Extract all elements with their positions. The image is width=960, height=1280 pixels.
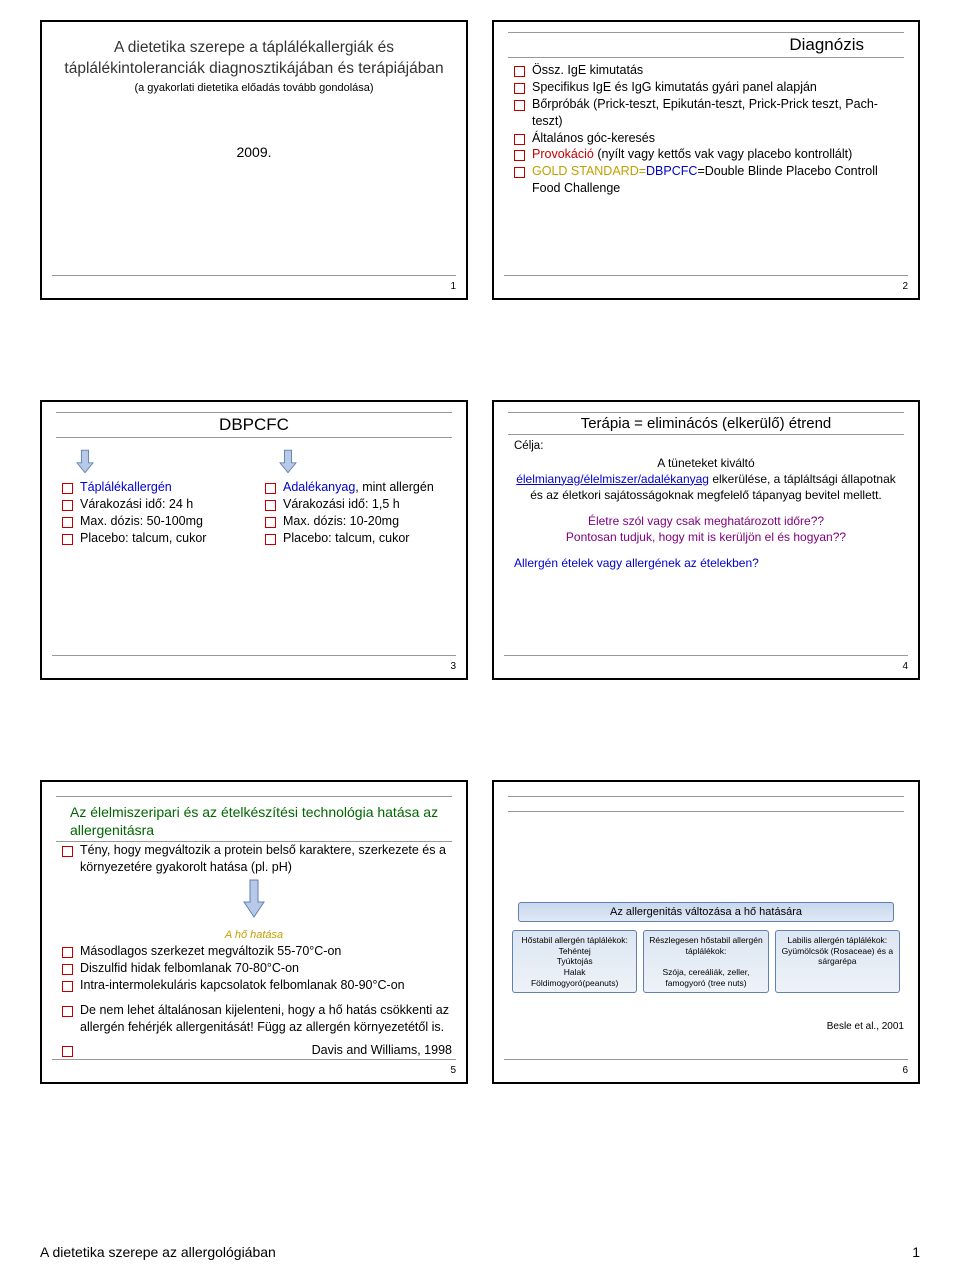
slide-number: 3 [450,661,456,672]
list-item: Max. dózis: 50-100mg [62,513,249,530]
dbpcfc-left-col: Táplálékallergén Várakozási idő: 24 h Ma… [56,444,249,547]
heat-stable-box: Hőstabil allergén táplálékok: Tehéntej T… [512,930,637,993]
list-item: Általános góc-keresés [514,130,904,147]
list-item: Másodlagos szerkezet megváltozik 55-70°C… [62,943,452,960]
reference: Davis and Williams, 1998 [62,1042,452,1059]
slide1-title: A dietetika szerepe a táplálékallergiák … [56,32,452,80]
slide1-year: 2009. [56,144,452,160]
list-item: Specifikus IgE és IgG kimutatás gyári pa… [514,79,904,96]
list-item: Max. dózis: 10-20mg [265,513,452,530]
slide-number: 6 [902,1065,908,1076]
list-item: Placebo: talcum, cukor [62,530,249,547]
list-item: Várakozási idő: 24 h [62,496,249,513]
footer-title: A dietetika szerepe az allergológiában [40,1244,276,1260]
list-item: De nem lehet általánosan kijelenteni, ho… [62,1002,452,1036]
list-item: Össz. IgE kimutatás [514,62,904,79]
slide-3: DBPCFC Táplálékallergén Várakozási idő: … [40,400,468,680]
slide4-body: Célja: A tüneteket kiváltó élelmianyag/é… [508,439,904,572]
list-item: Diszulfid hidak felbomlanak 70-80°C-on [62,960,452,977]
slide4-title: Terápia = eliminácós (elkerülő) étrend [508,412,904,435]
slide5-title: Az élelmiszeripari és az ételkészítési t… [56,801,452,842]
heat-change-bar: Az allergenitás változása a hő hatására [518,902,894,922]
down-arrow-icon [76,448,94,474]
slide-1: A dietetika szerepe a táplálékallergiák … [40,20,468,300]
slide1-subtitle: (a gyakorlati dietetika előadás tovább g… [56,82,452,94]
labile-box: Labilis allergén táplálékok: Gyümölcsök … [775,930,900,993]
goal-label: Célja: [514,439,898,455]
list-item: Provokáció (nyílt vagy kettős vak vagy p… [514,146,904,163]
list-item: Táplálékallergén [62,479,249,496]
reference: Besle et al., 2001 [508,1021,904,1032]
list-item: Bőrpróbák (Prick-teszt, Epikután-teszt, … [514,96,904,130]
dbpcfc-right-col: Adalékanyag, mint allergén Várakozási id… [259,444,452,547]
list-item: Várakozási idő: 1,5 h [265,496,452,513]
list-item: Intra-intermolekuláris kapcsolatok felbo… [62,977,452,994]
slide-number: 5 [450,1065,456,1076]
slide-number: 4 [902,661,908,672]
down-arrow-icon [279,448,297,474]
slide-2: Diagnózis Össz. IgE kimutatás Specifikus… [492,20,920,300]
slide3-title: DBPCFC [56,412,452,438]
page-footer: A dietetika szerepe az allergológiában 1 [40,1244,920,1260]
slide2-list: Össz. IgE kimutatás Specifikus IgE és Ig… [508,62,904,197]
slide-number: 1 [450,281,456,292]
heat-label: A hő hatása [56,929,452,941]
list-item: Adalékanyag, mint allergén [265,479,452,496]
list-item: Placebo: talcum, cukor [265,530,452,547]
slide-4: Terápia = eliminácós (elkerülő) étrend C… [492,400,920,680]
slide-number: 2 [902,281,908,292]
slide2-title: Diagnózis [508,32,904,58]
slide-6: Az allergenitás változása a hő hatására … [492,780,920,1084]
slide-5: Az élelmiszeripari és az ételkészítési t… [40,780,468,1084]
down-arrow-icon [56,878,452,923]
list-item: Tény, hogy megváltozik a protein belső k… [62,842,452,876]
footer-page-number: 1 [912,1244,920,1260]
partial-stable-box: Részlegesen hőstabil allergén táplálékok… [643,930,768,993]
list-item: GOLD STANDARD=DBPCFC=Double Blinde Place… [514,163,904,197]
